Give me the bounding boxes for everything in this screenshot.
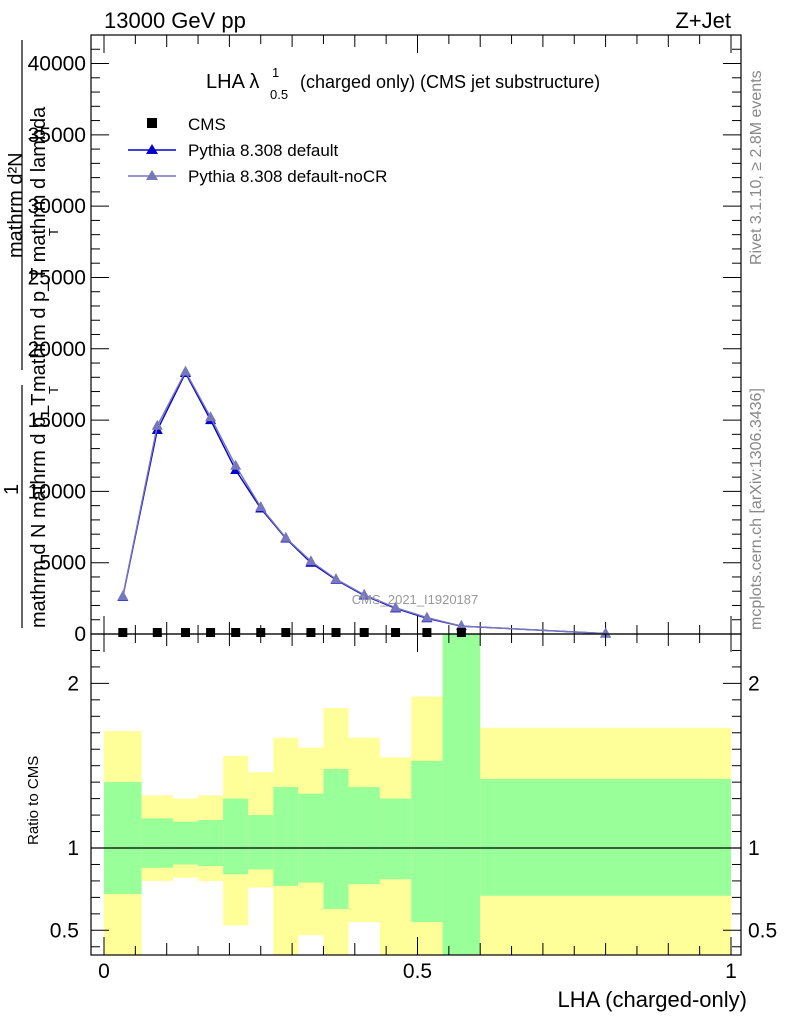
cms-data-point <box>206 628 216 637</box>
ratio-xtick-label: 0.5 <box>403 960 432 983</box>
main-ytick-label: 35000 <box>28 124 86 147</box>
ratio-ytick-label-right: 0.5 <box>748 919 777 942</box>
ratio-ytick-label-left: 0.5 <box>50 919 79 942</box>
cms-data-point <box>456 628 466 637</box>
series-marker-1 <box>180 365 192 376</box>
cms-data-point <box>152 628 162 637</box>
series-marker-1 <box>305 555 317 566</box>
series-marker-1 <box>117 590 129 601</box>
title-rest: (charged only) (CMS jet substructure) <box>300 72 600 92</box>
xaxis-label: LHA (charged-only) <box>557 987 747 1012</box>
ratio-green-band-3 <box>198 820 224 867</box>
ratio-xtick-label: 1 <box>725 960 737 983</box>
series-marker-1 <box>390 601 402 612</box>
ratio-ytick-label-right: 1 <box>748 837 760 860</box>
ratio-green-band-4 <box>223 798 249 875</box>
legend-cms-label: CMS <box>188 115 226 134</box>
mcplots-label: mcplots.cern.ch [arXiv:1306.3436] <box>748 388 765 630</box>
rivet-version-label: Rivet 3.1.10, ≥ 2.8M events <box>748 70 765 265</box>
series-marker-1 <box>255 501 267 512</box>
ratio-green-band-8 <box>323 768 349 909</box>
cms-data-point <box>118 628 128 637</box>
ratio-xtick-label: 0 <box>98 960 110 983</box>
ratio-green-band-6 <box>273 787 299 886</box>
cms-data-point <box>231 628 241 637</box>
main-ytick-label: 10000 <box>28 480 86 503</box>
ratio-green-band-1 <box>141 818 173 868</box>
title-superscript: 1 <box>272 65 279 80</box>
series-marker-1 <box>600 627 612 638</box>
ratio-green-band-7 <box>298 793 324 883</box>
series-marker-1 <box>205 411 217 422</box>
process-label: Z+Jet <box>675 8 731 33</box>
cms-data-point <box>256 628 266 637</box>
ratio-bands <box>104 634 731 955</box>
series-marker-1 <box>421 611 433 622</box>
title-subscript: 0.5 <box>270 87 288 102</box>
ylabel-one: 1 <box>1 484 23 495</box>
series-marker-1 <box>280 531 292 542</box>
main-ytick-label: 15000 <box>28 409 86 432</box>
ylabel-frac-numerator: mathrm d²N <box>5 152 27 258</box>
ratio-plot: 0 0.5 1 0.5 0.5 1 1 2 2 <box>50 633 777 983</box>
cms-data-point <box>181 628 191 637</box>
ratio-green-band-11 <box>411 760 443 923</box>
cms-data-point <box>306 628 316 637</box>
legend-default-marker <box>146 144 158 154</box>
main-ylabel: mathrm d²N mathrm d p_T mathrm d lambda … <box>1 40 61 628</box>
main-ytick-label: 0 <box>74 623 86 646</box>
legend-default-label: Pythia 8.308 default <box>188 141 339 160</box>
plot-title: LHA λ 1 0.5 (charged only) (CMS jet subs… <box>206 65 600 102</box>
ratio-green-band-2 <box>172 821 199 865</box>
legend-nocr-marker <box>146 170 158 180</box>
series-marker-1 <box>230 459 242 470</box>
energy-label: 13000 GeV pp <box>104 8 246 33</box>
svg-text:LHA λ: LHA λ <box>206 71 259 93</box>
cms-data-point <box>391 628 401 637</box>
main-ytick-label: 40000 <box>28 53 86 76</box>
ratio-green-band-5 <box>248 815 274 870</box>
main-ytick-label: 20000 <box>28 338 86 361</box>
cms-data-point <box>281 628 291 637</box>
series-marker-1 <box>455 620 467 631</box>
analysis-watermark: CMS_2021_I1920187 <box>352 592 479 607</box>
ylabel-frac-denominator: mathrm d p_T mathrm d lambda <box>28 106 50 392</box>
series-marker-1 <box>330 573 342 584</box>
ratio-frame <box>90 633 742 956</box>
ratio-green-band-0 <box>104 782 142 895</box>
ylabel-norm-subscript: T <box>46 386 61 394</box>
ratio-green-band-9 <box>348 787 380 885</box>
ylabel-norm: mathrm d N mathrm d p_T <box>28 393 50 628</box>
title-main: LHA λ <box>206 71 259 93</box>
main-plot: 0 5000 10000 15000 20000 25000 30000 35000 40000 <box>28 34 742 646</box>
main-ytick-label: 25000 <box>28 266 86 289</box>
main-ytick-label: 30000 <box>28 195 86 218</box>
series-marker-1 <box>358 588 370 599</box>
ratio-ytick-label-left: 2 <box>67 672 79 695</box>
ratio-green-band-10 <box>379 798 412 880</box>
cms-data-point <box>359 628 369 637</box>
cms-data-point <box>422 628 432 637</box>
ylabel-frac-den-subscript: T <box>46 228 61 236</box>
ratio-ylabel: Ratio to CMS <box>25 756 42 845</box>
series-marker-1 <box>151 419 163 430</box>
cms-data-point <box>331 628 341 637</box>
legend-nocr-label: Pythia 8.308 default-noCR <box>188 167 387 186</box>
ratio-green-band-13 <box>480 778 731 896</box>
series-line-1 <box>122 370 606 635</box>
legend-cms-marker <box>147 118 157 128</box>
legend: CMS Pythia 8.308 default Pythia 8.308 de… <box>128 115 387 186</box>
main-ytick-label: 5000 <box>39 552 86 575</box>
ratio-ytick-label-right: 2 <box>748 672 760 695</box>
ratio-green-band-12 <box>442 634 481 955</box>
ratio-ytick-label-left: 1 <box>67 837 79 860</box>
